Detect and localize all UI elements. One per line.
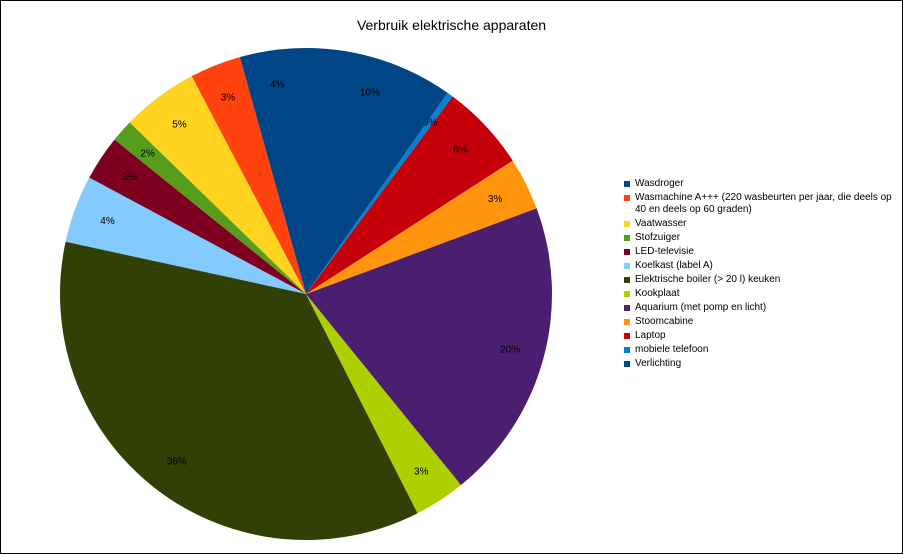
- pie-slice-2: [129, 76, 306, 294]
- legend-label: Elektrische boiler (> 20 l) keuken: [635, 274, 781, 285]
- pie-slice-12: [306, 48, 448, 294]
- legend-swatch: [624, 181, 630, 187]
- legend-label: LED-televisie: [635, 246, 694, 257]
- legend-item-6: Elektrische boiler (> 20 l) keuken: [624, 274, 899, 286]
- slice-label-0: 4%: [270, 79, 285, 90]
- slice-label-8: 20%: [500, 345, 520, 356]
- legend-item-2: Vaatwasser: [624, 218, 899, 230]
- legend-item-4: LED-televisie: [624, 246, 899, 258]
- legend-label: Laptop: [635, 330, 666, 341]
- legend-item-8: Aquarium (met pomp en licht): [624, 302, 899, 314]
- legend-item-10: Laptop: [624, 330, 899, 342]
- legend-swatch: [624, 195, 630, 201]
- pie-slice-3: [114, 122, 307, 294]
- slice-label-5: 4%: [100, 216, 115, 227]
- legend-label: Wasmachine A+++ (220 wasbeurten per jaar…: [635, 192, 892, 215]
- legend-item-7: Kookplaat: [624, 288, 899, 300]
- legend-swatch: [624, 263, 630, 269]
- legend-label: mobiele telefoon: [635, 344, 709, 355]
- slice-label-10: 6%: [453, 144, 468, 155]
- legend-label: Stofzuiger: [635, 232, 681, 243]
- slice-label-1: 3%: [221, 92, 236, 103]
- legend-label: Stoomcabine: [635, 316, 694, 327]
- legend-item-5: Koelkast (label A): [624, 260, 899, 272]
- pie-slice-0: [239, 48, 306, 294]
- slice-label-2: 5%: [172, 119, 187, 130]
- slice-label-3: 2%: [140, 149, 155, 160]
- legend-swatch: [624, 291, 630, 297]
- pie-slice-4: [89, 139, 307, 294]
- legend: Wasdroger Wasmachine A+++ (220 wasbeurten…: [624, 178, 899, 372]
- chart-title: Verbruik elektrische apparaten: [356, 17, 547, 33]
- pie-slice-7: [306, 294, 461, 514]
- slice-label-6: 36%: [167, 457, 187, 468]
- legend-item-9: Stoomcabine: [624, 316, 899, 328]
- pie-slice-10: [306, 96, 513, 294]
- pie-slice-9: [306, 160, 537, 294]
- pie-slice-8: [306, 208, 552, 486]
- slice-label-9: 3%: [488, 194, 503, 205]
- legend-swatch: [624, 361, 630, 367]
- slice-label-11: 0%: [423, 118, 438, 129]
- slice-label-4: 3%: [122, 172, 137, 183]
- pie-slice-1: [191, 57, 306, 294]
- legend-swatch: [624, 319, 630, 325]
- slice-label-7: 3%: [414, 466, 429, 477]
- slice-label-12: 10%: [360, 87, 380, 98]
- pie-slice-11: [306, 92, 453, 294]
- legend-label: Kookplaat: [635, 288, 680, 299]
- legend-swatch: [624, 235, 630, 241]
- pie-slice-5: [65, 177, 307, 294]
- legend-swatch: [624, 277, 630, 283]
- legend-item-1: Wasmachine A+++ (220 wasbeurten per jaar…: [624, 192, 899, 216]
- legend-swatch: [624, 333, 630, 339]
- pie-slice-6: [59, 241, 418, 541]
- legend-swatch: [624, 305, 630, 311]
- legend-swatch: [624, 347, 630, 353]
- legend-item-12: Verlichting: [624, 358, 899, 370]
- legend-label: Verlichting: [635, 358, 682, 369]
- legend-label: Koelkast (label A): [635, 260, 713, 271]
- legend-label: Vaatwasser: [635, 218, 687, 229]
- legend-item-11: mobiele telefoon: [624, 344, 899, 356]
- legend-label: Wasdroger: [635, 178, 684, 189]
- legend-swatch: [624, 221, 630, 227]
- legend-swatch: [624, 249, 630, 255]
- legend-label: Aquarium (met pomp en licht): [635, 302, 767, 313]
- legend-item-3: Stofzuiger: [624, 232, 899, 244]
- legend-item-0: Wasdroger: [624, 178, 899, 190]
